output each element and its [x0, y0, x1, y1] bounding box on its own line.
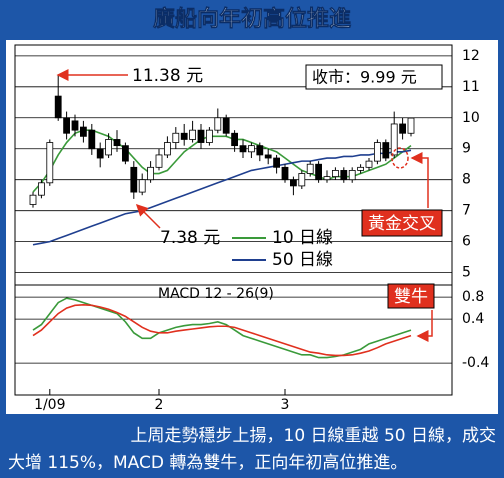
candle-body	[340, 170, 348, 181]
y-tick-label: 11	[462, 79, 480, 95]
annotation: 收市：9.99 元	[312, 68, 417, 87]
candle-body	[315, 163, 323, 181]
legend-label: 50 日線	[272, 250, 333, 270]
candle-body	[29, 194, 37, 205]
candle-body	[348, 170, 356, 181]
candle-body	[382, 142, 390, 159]
series-line	[32, 303, 412, 357]
candle-body	[63, 117, 70, 134]
annotation-arrow	[416, 310, 433, 342]
candle-body	[38, 182, 45, 196]
candle-body	[214, 117, 222, 131]
candle-body	[180, 132, 188, 140]
candle-body	[46, 142, 54, 184]
x-tick-label: 1/09	[34, 397, 65, 413]
candle-body	[357, 166, 365, 171]
legend-label: 10 日線	[272, 228, 333, 248]
candle-body	[407, 117, 415, 134]
y-tick-label: 5	[462, 265, 471, 281]
candle-body	[122, 145, 129, 162]
annotation-box	[305, 64, 443, 90]
candle-body	[80, 126, 87, 137]
annotation-arrow	[410, 152, 429, 208]
candle-body	[138, 179, 146, 193]
candle-body	[189, 129, 197, 140]
annotation: 11.38 元	[132, 66, 203, 86]
candle-body	[163, 142, 171, 156]
y-tick-label: 8	[462, 172, 471, 188]
y-tick-label: 9	[462, 141, 471, 157]
candle-body	[323, 176, 331, 181]
annotation-arrow	[135, 203, 161, 229]
candle-body	[256, 145, 264, 156]
candle-body	[155, 154, 163, 168]
candle-body	[105, 139, 112, 156]
x-tick-label: 2	[155, 397, 164, 413]
annotation: 7.38 元	[160, 228, 220, 248]
x-tick-label: 3	[281, 397, 290, 413]
annotation-box	[387, 283, 435, 309]
candle-body	[273, 157, 281, 168]
candle-body	[298, 173, 306, 187]
y-tick-label: 7	[462, 203, 471, 219]
candle-body	[54, 95, 62, 119]
caption-line: 大增 115%，MACD 轉為雙牛，正向年初高位推進。	[8, 453, 407, 473]
caption-line: 上周走勢穩步上揚，10 日線重越 50 日線，成交	[131, 426, 496, 446]
candle-body	[197, 129, 205, 143]
y-tick-label: 10	[462, 110, 480, 126]
y-tick-label: 6	[462, 234, 471, 250]
candle-body	[365, 160, 373, 168]
candle-body	[222, 117, 230, 134]
candle-body	[331, 170, 339, 178]
y-tick-label: 12	[462, 48, 480, 64]
candle-body	[239, 145, 247, 153]
candle-body	[113, 139, 121, 147]
candle-body	[281, 166, 289, 181]
candle-body	[399, 123, 407, 134]
candle-body	[390, 123, 398, 156]
highlight	[391, 147, 409, 169]
candle-body	[205, 129, 213, 143]
candle-body	[147, 166, 155, 181]
candle-body	[373, 142, 381, 162]
chart-title: 廣船向年初高位推進	[153, 6, 351, 32]
series-line	[32, 129, 412, 193]
annotation: 黃金交叉	[368, 214, 436, 234]
candle-body	[96, 148, 104, 159]
candle-body	[71, 120, 79, 131]
candle-body	[289, 179, 297, 187]
candle-body	[264, 154, 272, 159]
y-tick-label: -0.4	[462, 355, 489, 371]
y-tick-label: 0.4	[462, 311, 484, 327]
series-line	[32, 149, 412, 246]
candle-body	[130, 166, 138, 193]
macd-title: MACD 12 - 26(9)	[158, 286, 274, 302]
candle-body	[88, 129, 96, 150]
candle-body	[231, 132, 239, 147]
candle-body	[306, 163, 314, 174]
y-tick-label: 0.8	[462, 289, 484, 305]
candle-body	[172, 132, 180, 143]
plot-frame	[14, 44, 453, 396]
annotation: 雙牛	[394, 287, 428, 307]
candle-body	[247, 145, 255, 153]
annotation-box	[361, 209, 443, 237]
